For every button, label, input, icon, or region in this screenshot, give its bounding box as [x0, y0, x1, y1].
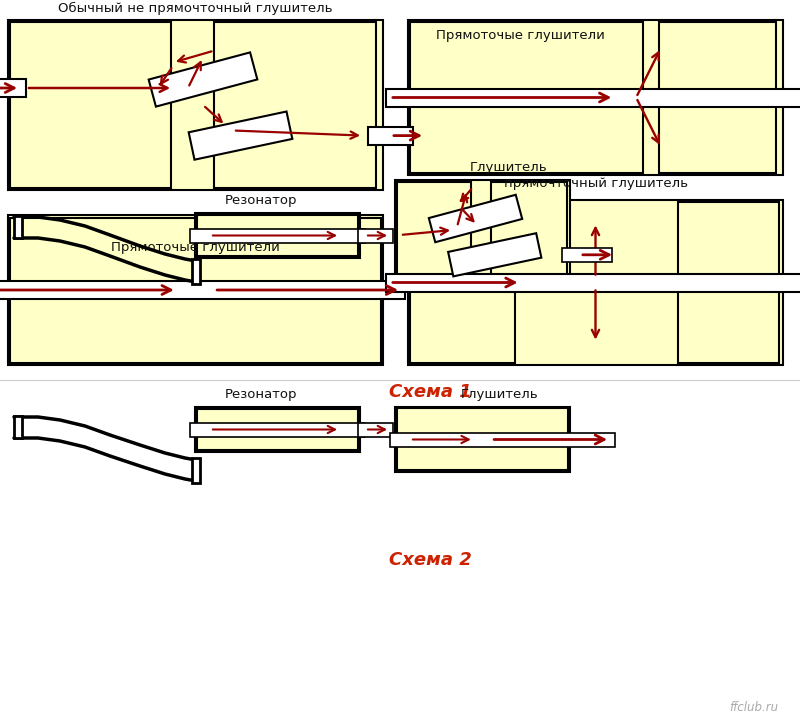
Text: Схема 1: Схема 1 — [389, 383, 471, 401]
Bar — [358, 228, 393, 243]
Text: Схема 2: Схема 2 — [389, 551, 471, 569]
Bar — [448, 233, 542, 276]
Bar — [390, 433, 615, 446]
Text: Глушитель: Глушитель — [461, 388, 539, 401]
Bar — [190, 228, 365, 243]
Bar — [10, 218, 381, 287]
Text: Резонатор: Резонатор — [225, 388, 298, 401]
Bar — [190, 423, 365, 436]
Text: ffclub.ru: ffclub.ru — [729, 701, 778, 714]
Text: Резонатор: Резонатор — [225, 194, 298, 207]
Bar — [10, 22, 171, 188]
Bar — [195, 213, 360, 258]
Text: Прямоточые глушители: Прямоточые глушители — [111, 241, 280, 254]
Bar — [195, 407, 360, 452]
Bar — [408, 200, 783, 365]
Bar — [386, 89, 800, 107]
Text: Обычный не прямочточный глушитель: Обычный не прямочточный глушитель — [58, 2, 333, 15]
Bar — [189, 112, 292, 160]
Bar — [408, 20, 783, 175]
Bar — [10, 295, 381, 363]
Bar — [358, 423, 393, 436]
Text: Прямоточые глушители: Прямоточые глушители — [436, 29, 605, 42]
Bar — [491, 182, 566, 288]
Bar — [410, 284, 515, 363]
Bar — [397, 440, 568, 470]
Bar — [395, 180, 570, 290]
Bar — [397, 408, 568, 438]
Bar — [562, 248, 612, 262]
Bar — [410, 22, 642, 173]
Bar — [8, 215, 383, 365]
Bar — [368, 127, 413, 145]
Bar — [429, 195, 522, 242]
Text: Глушитель: Глушитель — [470, 161, 547, 174]
Bar — [395, 407, 570, 472]
Bar — [659, 22, 775, 173]
Bar — [197, 409, 358, 450]
Bar — [0, 281, 405, 299]
Bar — [678, 202, 779, 281]
Bar — [214, 22, 375, 188]
Bar — [386, 274, 800, 292]
Bar — [14, 216, 22, 238]
Bar — [192, 259, 200, 284]
Bar — [0, 79, 26, 97]
Bar — [149, 53, 258, 107]
Bar — [14, 416, 22, 438]
Bar — [397, 182, 470, 288]
Bar — [678, 284, 779, 363]
Text: прямочточный глушитель: прямочточный глушитель — [503, 177, 687, 190]
Bar — [8, 20, 383, 190]
Bar — [192, 458, 200, 483]
Bar — [410, 202, 515, 281]
Bar — [197, 215, 358, 256]
